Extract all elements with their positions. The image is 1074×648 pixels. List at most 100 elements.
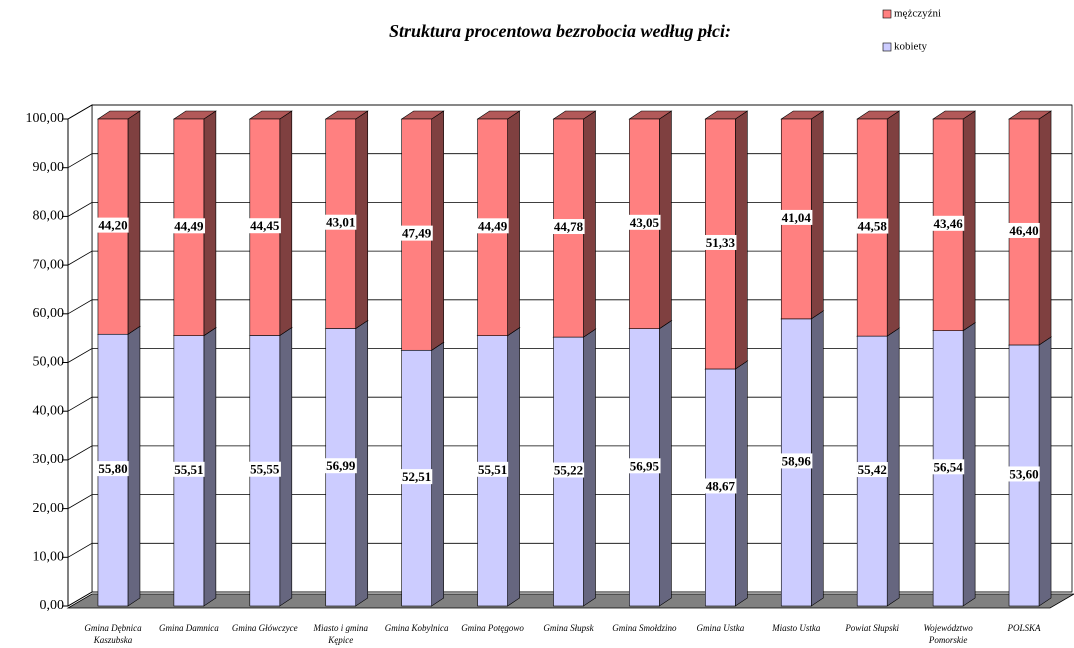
- data-label-box: [856, 462, 888, 478]
- bar-side: [507, 110, 520, 337]
- y-tick-label: 60,00: [33, 306, 65, 321]
- x-tick-label: Miasto Ustka: [772, 623, 821, 633]
- data-label: 44,49: [174, 218, 204, 233]
- data-label-box: [780, 453, 813, 469]
- data-label-box: [704, 478, 737, 494]
- data-label-box: [780, 209, 813, 225]
- data-label: 53,60: [1009, 466, 1038, 481]
- data-label-group: 44,45: [249, 218, 281, 234]
- x-tick-label: Powiat Słupski: [845, 623, 900, 633]
- data-label-group: 53,60: [1008, 466, 1040, 482]
- bar-side: [810, 110, 824, 320]
- data-label-group: 44,58: [856, 218, 889, 234]
- data-label-group: 55,55: [249, 461, 281, 477]
- data-label-box: [476, 461, 509, 477]
- data-label-box: [401, 225, 433, 241]
- data-label-box: [552, 462, 585, 478]
- data-label-box: [173, 218, 206, 234]
- y-tick-label: 100,00: [26, 111, 65, 126]
- data-label: 55,55: [250, 462, 280, 477]
- bar-side: [810, 310, 824, 607]
- x-tick-label: Województwo Pomorskie: [923, 623, 973, 645]
- data-label: 55,80: [98, 461, 127, 476]
- y-tick-label: 90,00: [33, 160, 65, 175]
- data-label-box: [1008, 222, 1040, 238]
- data-label: 44,45: [250, 218, 280, 233]
- data-label-box: [856, 218, 889, 234]
- data-label: 41,04: [782, 210, 812, 225]
- x-tick-label: Gmina Kobylnica: [384, 623, 449, 633]
- bar-side: [431, 110, 444, 351]
- bar-side: [659, 320, 672, 607]
- data-label-group: 51,33: [704, 234, 737, 250]
- bar-side: [962, 110, 976, 332]
- data-label: 48,67: [706, 478, 736, 493]
- data-label-group: 43,46: [932, 215, 965, 231]
- bar-side: [735, 360, 748, 607]
- data-label-box: [932, 459, 965, 475]
- bar-side: [507, 327, 520, 607]
- bar-side: [583, 110, 596, 338]
- bar-side: [1038, 110, 1052, 346]
- chart-title: Struktura procentowa bezrobocia według p…: [389, 21, 731, 41]
- data-label-box: [97, 461, 129, 477]
- bar-side: [886, 110, 900, 337]
- data-label-group: 44,49: [173, 218, 206, 234]
- x-tick-label: Gmina Damnica: [159, 623, 219, 633]
- data-label: 43,46: [933, 216, 963, 231]
- legend-label: kobiety: [894, 41, 927, 53]
- x-tick-label: POLSKA: [1007, 623, 1041, 633]
- data-label: 44,78: [554, 219, 584, 234]
- data-label: 46,40: [1009, 223, 1038, 238]
- y-tick-label: 80,00: [33, 209, 65, 224]
- data-label-box: [173, 461, 205, 477]
- x-tick-label: Gmina Dębnica Kaszubska: [84, 623, 142, 645]
- legend-label: mężczyźni: [894, 8, 941, 20]
- bar-side: [203, 110, 217, 337]
- y-tick-label: 30,00: [33, 452, 65, 467]
- y-tick-label: 10,00: [33, 550, 65, 565]
- data-label-group: 46,40: [1008, 222, 1040, 238]
- data-label-group: 56,99: [325, 458, 357, 474]
- data-label: 55,51: [174, 462, 203, 477]
- y-tick-label: 0,00: [40, 598, 65, 613]
- bar-side: [1038, 336, 1052, 607]
- data-label-box: [476, 218, 509, 234]
- data-label-group: 48,67: [704, 478, 737, 494]
- data-label-group: 44,78: [552, 219, 585, 235]
- data-label: 56,54: [933, 459, 963, 474]
- bar-side: [279, 110, 293, 337]
- legend-swatch: [882, 42, 892, 52]
- data-label-group: 55,80: [97, 461, 129, 477]
- data-label-group: 56,54: [932, 459, 965, 475]
- data-label-box: [552, 219, 585, 235]
- data-label: 55,51: [478, 462, 507, 477]
- bar-side: [203, 327, 217, 607]
- data-label-box: [1008, 466, 1040, 482]
- bar-side: [127, 110, 141, 335]
- data-label-group: 56,95: [628, 458, 661, 474]
- bar-side: [583, 328, 596, 607]
- x-tick-label: Gmina Ustka: [696, 623, 745, 633]
- legend-swatch: [882, 9, 892, 19]
- data-label-group: 44,49: [476, 218, 509, 234]
- data-label-box: [628, 214, 661, 230]
- bar-side: [659, 110, 672, 330]
- bar-side: [431, 341, 444, 607]
- data-label-box: [932, 215, 965, 231]
- grid-line: [67, 104, 1072, 120]
- bar-side: [355, 110, 369, 330]
- bar-side: [127, 325, 141, 607]
- data-label: 43,01: [326, 215, 355, 230]
- data-label: 51,33: [706, 235, 736, 250]
- y-tick-label: 20,00: [33, 501, 65, 516]
- data-label: 58,96: [782, 453, 812, 468]
- data-label-group: 41,04: [780, 209, 813, 225]
- x-tick-label: Gmina Główczyce: [231, 623, 298, 633]
- data-label-box: [249, 461, 281, 477]
- data-label: 44,49: [478, 218, 508, 233]
- data-label-box: [628, 458, 661, 474]
- data-label-group: 52,51: [401, 469, 433, 485]
